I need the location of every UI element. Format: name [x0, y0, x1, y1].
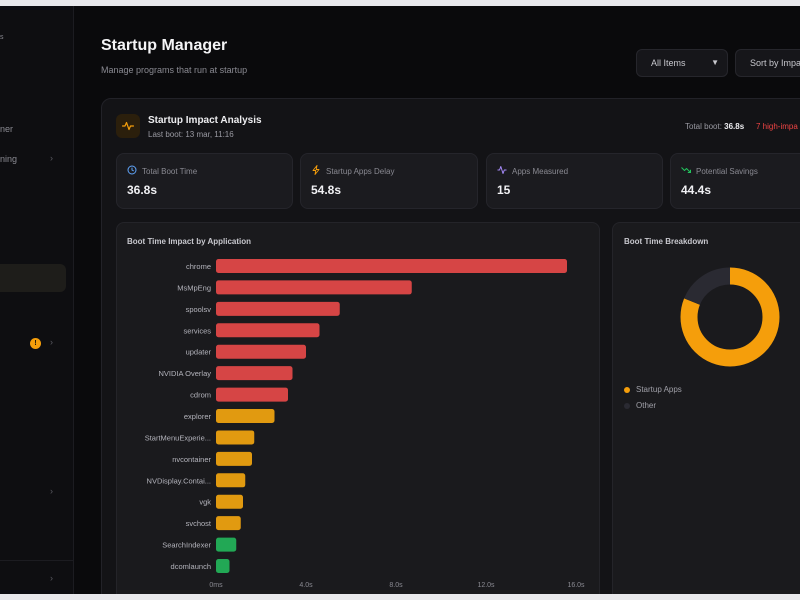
- impact-title: Startup Impact Analysis: [148, 115, 262, 126]
- bar-category-label: MsMpEng: [177, 283, 211, 292]
- bar-category-label: dcomlaunch: [171, 562, 211, 571]
- bar-msmpeng[interactable]: [216, 280, 412, 295]
- bar-chart-title: Boot Time Impact by Application: [127, 237, 252, 246]
- bar-services[interactable]: [216, 323, 320, 338]
- activity-icon: [116, 114, 140, 138]
- chevron-right-icon: ›: [50, 153, 53, 163]
- legend-swatch: [624, 402, 630, 409]
- stat-label: Apps Measured: [512, 167, 569, 176]
- bar-category-label: chrome: [186, 262, 211, 271]
- sidebar-item-label[interactable]: ner: [0, 124, 14, 134]
- window-bottom-border: [0, 594, 800, 600]
- legend-swatch: [624, 386, 630, 393]
- stat-label: Total Boot Time: [142, 167, 198, 176]
- bar-category-label: vgk: [199, 498, 211, 507]
- bar-svchost[interactable]: [216, 516, 241, 531]
- stat-card-total-boot: Total Boot Time 36.8s: [116, 153, 293, 209]
- sidebar-divider: [0, 560, 74, 561]
- boot-breakdown-donut: [680, 267, 780, 367]
- donut-slice-other[interactable]: [680, 267, 780, 367]
- stat-label: Startup Apps Delay: [326, 167, 395, 176]
- bar-category-label: services: [183, 326, 211, 335]
- bar-explorer[interactable]: [216, 409, 275, 424]
- boot-impact-bar-chart: chrome MsMpEng spoolsv services updater NVIDI…: [145, 259, 585, 589]
- filter-select-value: All Items: [651, 58, 686, 68]
- bar-startmenuexperie[interactable]: [216, 430, 255, 445]
- sidebar-fragment: s: [0, 34, 4, 41]
- sidebar-item-label[interactable]: ning: [0, 154, 18, 164]
- page-title: Startup Manager: [101, 37, 228, 54]
- bar-category-label: SearchIndexer: [162, 541, 211, 550]
- legend-label: Startup Apps: [636, 385, 682, 394]
- bar-category-label: cdrom: [190, 391, 211, 400]
- stat-card-apps-measured: Apps Measured 15: [486, 153, 663, 209]
- last-boot-text: Last boot: 13 mar, 11:16: [148, 130, 234, 139]
- warning-badge: !: [30, 338, 41, 349]
- bar-category-label: updater: [186, 348, 212, 357]
- sidebar: s ner ning › ! › › ›: [0, 6, 74, 594]
- stat-value: 54.8s: [311, 183, 342, 197]
- filter-select[interactable]: All Items ▼: [636, 49, 728, 77]
- page-subtitle: Manage programs that run at startup: [101, 65, 248, 75]
- bar-category-label: nvcontainer: [172, 455, 211, 464]
- sidebar-item-active[interactable]: [0, 264, 66, 292]
- total-boot-value: 36.8s: [724, 122, 745, 131]
- clock-icon: [127, 165, 137, 175]
- bar-category-label: NVIDIA Overlay: [158, 369, 211, 378]
- chevron-right-icon[interactable]: ›: [50, 573, 53, 583]
- stat-value: 15: [497, 183, 511, 197]
- bar-category-label: NVDisplay.Contai...: [147, 476, 211, 485]
- x-tick-label: 4.0s: [299, 582, 313, 589]
- chevron-down-icon: ▼: [711, 58, 719, 67]
- bar-dcomlaunch[interactable]: [216, 559, 230, 574]
- bar-nvcontainer[interactable]: [216, 451, 252, 466]
- bar-updater[interactable]: [216, 344, 306, 359]
- donut-chart-title: Boot Time Breakdown: [624, 237, 709, 246]
- legend-item-other: Other: [624, 401, 656, 410]
- activity-icon: [497, 166, 507, 174]
- stat-value: 44.4s: [681, 183, 712, 197]
- stat-value: 36.8s: [127, 183, 158, 197]
- sort-select[interactable]: Sort by Impa: [735, 49, 800, 77]
- window-top-border: [0, 0, 800, 6]
- chevron-right-icon: ›: [50, 337, 53, 347]
- bar-category-label: explorer: [184, 412, 212, 421]
- bar-nvdisplay-contai[interactable]: [216, 473, 246, 488]
- high-impact-count: 7 high-impa: [756, 122, 798, 131]
- bar-nvidia-overlay[interactable]: [216, 366, 293, 381]
- legend-label: Other: [636, 401, 657, 410]
- bar-chrome[interactable]: [216, 259, 567, 273]
- bar-cdrom[interactable]: [216, 387, 288, 402]
- bar-vgk[interactable]: [216, 494, 243, 509]
- trend-down-icon: [681, 167, 691, 173]
- stat-card-potential-savings: Potential Savings 44.4s: [670, 153, 800, 209]
- legend-item-startup-apps: Startup Apps: [624, 385, 682, 394]
- bolt-icon: [312, 165, 320, 175]
- bar-category-label: StartMenuExperie...: [145, 433, 211, 442]
- chevron-right-icon: ›: [50, 486, 53, 496]
- stat-label: Potential Savings: [696, 167, 758, 176]
- x-tick-label: 12.0s: [477, 582, 495, 589]
- bar-spoolsv[interactable]: [216, 301, 340, 316]
- total-boot-summary: Total boot: 36.8s: [685, 122, 744, 131]
- bar-category-label: spoolsv: [186, 305, 212, 314]
- stat-card-apps-delay: Startup Apps Delay 54.8s: [300, 153, 478, 209]
- bar-category-label: svchost: [186, 519, 212, 528]
- x-tick-label: 8.0s: [389, 582, 403, 589]
- bar-searchindexer[interactable]: [216, 537, 237, 552]
- sort-select-value: Sort by Impa: [750, 58, 800, 68]
- total-boot-label: Total boot:: [685, 122, 722, 131]
- x-tick-label: 16.0s: [567, 582, 585, 589]
- x-tick-label: 0ms: [209, 582, 223, 589]
